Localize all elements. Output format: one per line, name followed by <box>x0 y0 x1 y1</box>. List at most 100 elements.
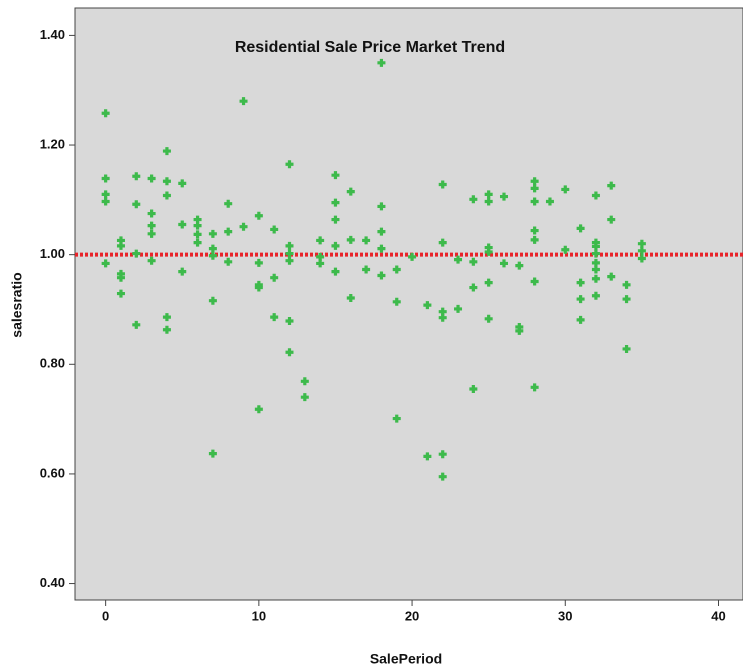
y-tick-label: 1.20 <box>40 136 65 151</box>
point <box>224 199 233 208</box>
point <box>622 280 631 289</box>
point <box>438 238 447 247</box>
point <box>101 190 110 199</box>
point <box>132 320 141 329</box>
point <box>607 181 616 190</box>
point <box>362 236 371 245</box>
point <box>607 272 616 281</box>
point <box>300 377 309 386</box>
point <box>530 184 539 193</box>
point <box>377 202 386 211</box>
point <box>331 267 340 276</box>
point <box>530 177 539 186</box>
point <box>438 472 447 481</box>
point <box>270 273 279 282</box>
point <box>162 191 171 200</box>
point <box>591 274 600 283</box>
point <box>116 236 125 245</box>
point <box>392 265 401 274</box>
point <box>637 239 646 248</box>
point <box>101 197 110 206</box>
point <box>208 296 217 305</box>
point <box>147 229 156 238</box>
point <box>193 215 202 224</box>
y-axis-title: salesratio <box>9 272 25 337</box>
point <box>469 257 478 266</box>
point <box>193 230 202 239</box>
point <box>377 271 386 280</box>
point <box>607 215 616 224</box>
point <box>254 258 263 267</box>
point <box>377 244 386 253</box>
point <box>346 235 355 244</box>
point <box>193 238 202 247</box>
point <box>270 225 279 234</box>
y-tick-label: 0.60 <box>40 465 65 480</box>
point <box>208 244 217 253</box>
point <box>254 405 263 414</box>
point <box>515 326 524 335</box>
point <box>162 325 171 334</box>
point <box>116 241 125 250</box>
point <box>484 278 493 287</box>
point <box>637 246 646 255</box>
point <box>438 180 447 189</box>
x-tick-label: 30 <box>558 608 572 623</box>
point <box>469 283 478 292</box>
y-tick-label: 0.40 <box>40 575 65 590</box>
point <box>239 222 248 231</box>
point <box>178 267 187 276</box>
point <box>545 197 554 206</box>
point <box>423 301 432 310</box>
point <box>591 258 600 267</box>
point <box>576 278 585 287</box>
point <box>101 174 110 183</box>
point <box>316 259 325 268</box>
point <box>162 313 171 322</box>
point <box>362 265 371 274</box>
point <box>162 177 171 186</box>
point <box>591 291 600 300</box>
point <box>484 314 493 323</box>
point <box>499 259 508 268</box>
point <box>438 450 447 459</box>
point <box>454 255 463 264</box>
point <box>178 179 187 188</box>
point <box>285 316 294 325</box>
point <box>101 259 110 268</box>
point <box>116 289 125 298</box>
point <box>591 191 600 200</box>
point <box>178 220 187 229</box>
point <box>454 304 463 313</box>
point <box>132 200 141 209</box>
point <box>576 224 585 233</box>
point <box>193 221 202 230</box>
x-tick-label: 0 <box>102 608 109 623</box>
point <box>561 245 570 254</box>
point <box>438 313 447 322</box>
point <box>331 171 340 180</box>
point <box>285 160 294 169</box>
point <box>484 247 493 256</box>
point <box>392 297 401 306</box>
point <box>622 295 631 304</box>
point <box>423 452 432 461</box>
point <box>132 172 141 181</box>
point <box>285 348 294 357</box>
point <box>270 313 279 322</box>
point <box>591 242 600 251</box>
point <box>377 58 386 67</box>
point <box>637 254 646 263</box>
point <box>224 227 233 236</box>
point <box>208 229 217 238</box>
point <box>331 241 340 250</box>
point <box>147 209 156 218</box>
point <box>484 197 493 206</box>
point <box>484 190 493 199</box>
point <box>239 97 248 106</box>
point <box>469 384 478 393</box>
point <box>515 261 524 270</box>
point <box>469 195 478 204</box>
chart-title: Residential Sale Price Market Trend <box>235 39 505 56</box>
